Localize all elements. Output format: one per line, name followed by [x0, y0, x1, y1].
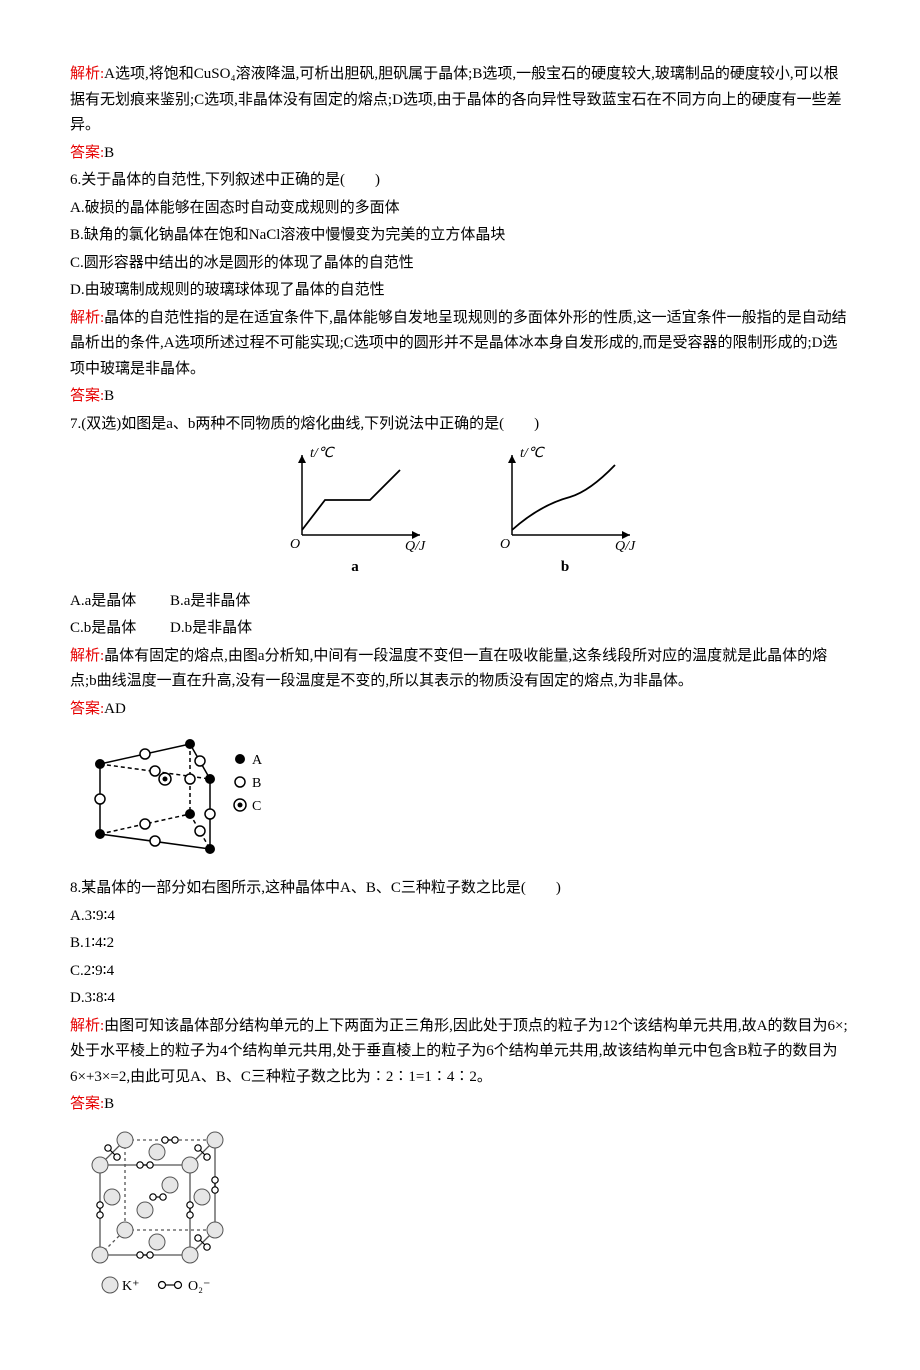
q5-analysis: 解析:A选项,将饱和CuSO₄溶液降温,可析出胆矾,胆矾属于晶体;B选项,一般宝…	[70, 62, 850, 139]
q8-answer-value: B	[104, 1096, 114, 1112]
y-axis-label-b: t/℃	[520, 446, 546, 461]
graph-a-caption: a	[280, 555, 430, 581]
q7-analysis-text: 晶体有固定的熔点,由图a分析知,中间有一段温度不变但一直在吸收能量,这条线段所对…	[70, 648, 827, 690]
q6-answer-value: B	[104, 388, 114, 404]
analysis-label: 解析:	[70, 310, 104, 326]
legend-C: C	[252, 799, 261, 814]
q8-optA: A.3∶9∶4	[70, 904, 850, 930]
q7-optD: D.b是非晶体	[170, 616, 252, 642]
legend-A: A	[252, 753, 263, 768]
q8-optB: B.1∶4∶2	[70, 931, 850, 957]
x-axis-label-b: Q/J	[615, 539, 636, 554]
answer-label: 答案:	[70, 701, 104, 717]
q5-analysis-text: A选项,将饱和CuSO₄溶液降温,可析出胆矾,胆矾属于晶体;B选项,一般宝石的硬…	[70, 66, 842, 133]
q7-optA: A.a是晶体	[70, 589, 136, 615]
q6-answer: 答案:B	[70, 384, 850, 410]
q8-optC: C.2∶9∶4	[70, 959, 850, 985]
q7-stem: 7.(双选)如图是a、b两种不同物质的熔化曲线,下列说法中正确的是( )	[70, 412, 850, 438]
q8-optD: D.3∶8∶4	[70, 986, 850, 1012]
q7-optC: C.b是晶体	[70, 616, 136, 642]
legend-O2: O₂⁻	[188, 1279, 210, 1294]
q8-figure: A B C	[70, 724, 850, 874]
graph-a: t/℃ Q/J O a	[280, 445, 430, 581]
legend-B: B	[252, 776, 261, 791]
q7-figure: t/℃ Q/J O a t/℃ Q/J O b	[70, 445, 850, 581]
q6-optB: B.缺角的氯化钠晶体在饱和NaCl溶液中慢慢变为完美的立方体晶块	[70, 223, 850, 249]
q7-opts-row2: C.b是晶体 D.b是非晶体	[70, 616, 850, 642]
answer-label: 答案:	[70, 388, 104, 404]
analysis-label: 解析:	[70, 648, 104, 664]
q8-stem: 8.某晶体的一部分如右图所示,这种晶体中A、B、C三种粒子数之比是( )	[70, 876, 850, 902]
y-axis-label-a: t/℃	[310, 446, 336, 461]
q7-optB: B.a是非晶体	[170, 589, 250, 615]
q8-analysis-text: 由图可知该晶体部分结构单元的上下两面为正三角形,因此处于顶点的粒子为12个该结构…	[70, 1018, 848, 1085]
q6-optD: D.由玻璃制成规则的玻璃球体现了晶体的自范性	[70, 278, 850, 304]
q5-answer-value: B	[104, 145, 114, 161]
svg-text:O: O	[290, 537, 300, 552]
graph-b-caption: b	[490, 555, 640, 581]
q7-answer: 答案:AD	[70, 697, 850, 723]
q6-analysis-text: 晶体的自范性指的是在适宜条件下,晶体能够自发地呈现规则的多面体外形的性质,这一适…	[70, 310, 847, 377]
answer-label: 答案:	[70, 145, 104, 161]
analysis-label: 解析:	[70, 1018, 104, 1034]
q6-optC: C.圆形容器中结出的冰是圆形的体现了晶体的自范性	[70, 251, 850, 277]
q7-opts-row1: A.a是晶体 B.a是非晶体	[70, 589, 850, 615]
q5-answer: 答案:B	[70, 141, 850, 167]
answer-label: 答案:	[70, 1096, 104, 1112]
q8-analysis: 解析:由图可知该晶体部分结构单元的上下两面为正三角形,因此处于顶点的粒子为12个…	[70, 1014, 850, 1091]
q9-figure: K⁺ O₂⁻	[70, 1120, 850, 1310]
q6-analysis: 解析:晶体的自范性指的是在适宜条件下,晶体能够自发地呈现规则的多面体外形的性质,…	[70, 306, 850, 383]
legend-K: K⁺	[122, 1279, 140, 1294]
graph-b: t/℃ Q/J O b	[490, 445, 640, 581]
q8-answer: 答案:B	[70, 1092, 850, 1118]
q6-stem: 6.关于晶体的自范性,下列叙述中正确的是( )	[70, 168, 850, 194]
svg-text:O: O	[500, 537, 510, 552]
q7-analysis: 解析:晶体有固定的熔点,由图a分析知,中间有一段温度不变但一直在吸收能量,这条线…	[70, 644, 850, 695]
x-axis-label-a: Q/J	[405, 539, 426, 554]
q7-answer-value: AD	[104, 701, 126, 717]
q6-optA: A.破损的晶体能够在固态时自动变成规则的多面体	[70, 196, 850, 222]
analysis-label: 解析:	[70, 66, 104, 82]
